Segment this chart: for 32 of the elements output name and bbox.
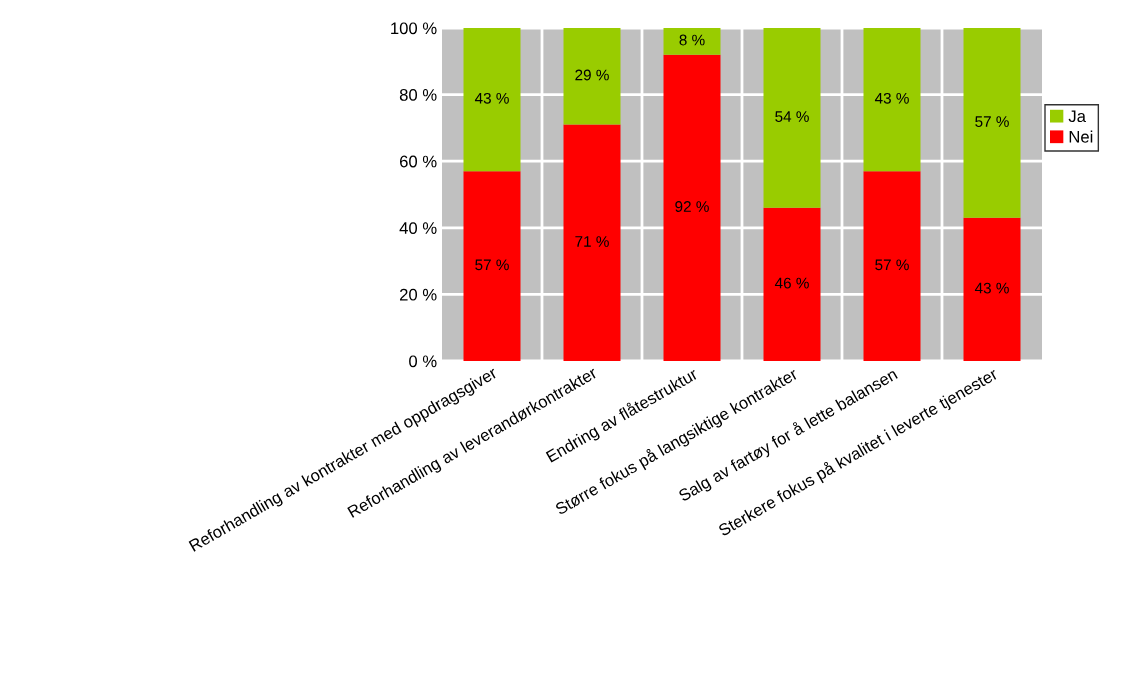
y-tick-label: 60 % [400, 155, 437, 168]
bar [463, 171, 521, 361]
bar [863, 28, 921, 172]
y-tick-label: 0 % [409, 355, 437, 368]
data-label: 92 % [675, 201, 709, 212]
bar [763, 207, 821, 361]
bar [563, 28, 621, 125]
data-label: 57 % [475, 259, 509, 271]
bar [563, 124, 621, 361]
data-label: 57 % [975, 116, 1009, 128]
bar [663, 28, 721, 55]
bar [963, 28, 1021, 218]
data-label: 8 % [679, 34, 705, 46]
data-label: 71 % [575, 236, 609, 247]
bar [663, 54, 721, 361]
bar [463, 28, 521, 172]
data-label: 29 % [575, 69, 609, 81]
y-tick-label: 80 % [399, 89, 437, 101]
y-tick-label: 40 % [399, 222, 437, 234]
data-label: 43 % [974, 282, 1009, 294]
bar [963, 217, 1021, 361]
legend-label: Ja [1068, 110, 1086, 123]
data-label: 46 % [774, 277, 809, 289]
y-tick-label: 20 % [399, 288, 437, 301]
bar [763, 28, 821, 208]
bar [863, 171, 921, 361]
data-label: 57 % [875, 259, 909, 271]
data-label: 54 % [775, 111, 809, 123]
data-label: 43 % [474, 92, 509, 104]
legend-label: Nei [1069, 130, 1093, 143]
data-label: 43 % [874, 92, 909, 104]
y-tick-label: 100 % [391, 22, 437, 35]
